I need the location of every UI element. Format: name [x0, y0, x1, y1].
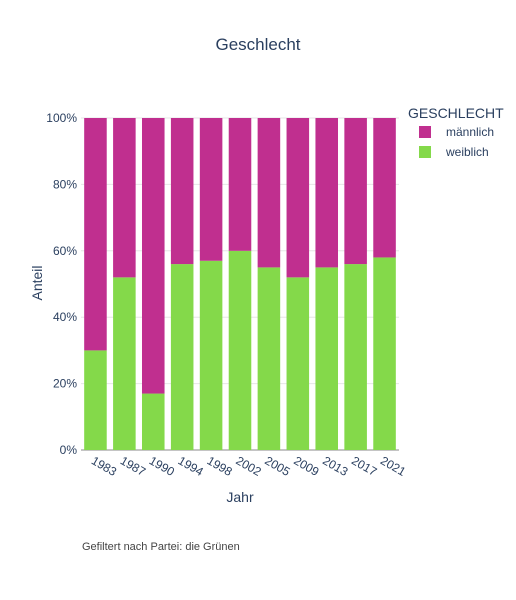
bar-weiblich-1994: [170, 264, 194, 450]
bar-weiblich-1998: [199, 260, 223, 450]
bar-männlich-1987: [113, 118, 136, 278]
legend-swatch-männlich[interactable]: [419, 126, 431, 138]
bar-weiblich-2005: [257, 267, 281, 450]
bar-weiblich-2002: [228, 250, 252, 450]
y-axis-title: Anteil: [29, 265, 45, 300]
bar-weiblich-2009: [286, 277, 310, 450]
bar-männlich-1998: [199, 118, 223, 261]
y-tick-labels: 0% 20% 40% 60% 80% 100%: [46, 111, 77, 457]
y-tick-label: 100%: [46, 111, 77, 125]
bar-weiblich-2021: [373, 257, 396, 450]
y-tick-label: 40%: [53, 310, 77, 324]
legend-label-weiblich[interactable]: weiblich: [445, 145, 489, 159]
x-tick-labels: 1983198719901994199820022005200920132017…: [89, 453, 408, 479]
bar-weiblich-2017: [344, 264, 367, 450]
legend-title: GESCHLECHT: [408, 105, 504, 121]
bar-weiblich-1987: [113, 277, 136, 450]
x-tick-label: 2009: [291, 453, 321, 479]
y-tick-label: 60%: [53, 244, 77, 258]
bar-weiblich-1990: [141, 393, 165, 450]
x-tick-label: 1983: [89, 453, 119, 479]
x-tick-label: 2021: [378, 453, 408, 479]
x-tick-label: 2002: [234, 453, 264, 479]
x-tick-label: 1987: [118, 453, 148, 479]
y-tick-label: 80%: [53, 177, 77, 191]
x-tick-label: 2005: [262, 453, 292, 479]
bar-männlich-2002: [228, 118, 252, 251]
bar-männlich-2009: [286, 118, 310, 278]
x-tick-label: 1994: [176, 453, 206, 479]
bar-weiblich-1983: [84, 350, 107, 450]
bars: [84, 118, 396, 450]
x-axis-title: Jahr: [226, 489, 254, 505]
x-tick-label: 2017: [349, 453, 379, 479]
bar-männlich-2017: [344, 118, 367, 265]
x-tick-label: 1998: [205, 453, 235, 479]
bar-männlich-1983: [84, 118, 107, 351]
legend: GESCHLECHT männlich weiblich: [408, 105, 504, 159]
bar-männlich-1990: [141, 118, 165, 394]
filter-footnote: Gefiltert nach Partei: die Grünen: [82, 541, 240, 553]
bar-männlich-2021: [373, 118, 396, 258]
y-tick-label: 20%: [53, 377, 77, 391]
legend-label-männlich[interactable]: männlich: [446, 125, 494, 139]
legend-swatch-weiblich[interactable]: [419, 146, 431, 158]
y-tick-label: 0%: [60, 443, 78, 457]
x-tick-label: 1990: [147, 453, 177, 479]
bar-männlich-2005: [257, 118, 281, 268]
bar-männlich-2013: [315, 118, 339, 268]
chart-title: Geschlecht: [215, 35, 300, 54]
x-tick-label: 2013: [320, 453, 350, 479]
bar-weiblich-2013: [315, 267, 339, 450]
bar-männlich-1994: [170, 118, 194, 265]
